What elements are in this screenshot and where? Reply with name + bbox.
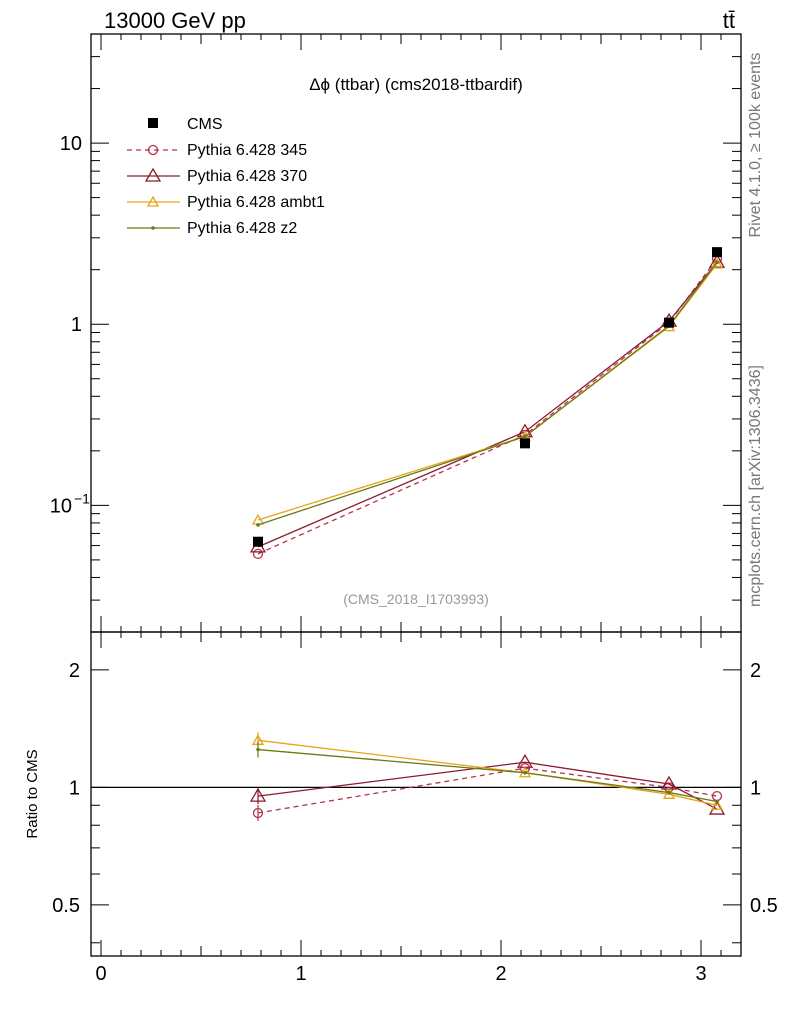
- marker-ratio: [662, 787, 676, 799]
- legend-entry-345: Pythia 6.428 345: [127, 142, 307, 159]
- y-tick-label-main: 1: [71, 314, 82, 336]
- marker-ratio: [708, 800, 726, 815]
- legend-entry-370: Pythia 6.428 370: [127, 167, 307, 185]
- legend-marker-cms: [148, 118, 158, 128]
- marker-ratio: [715, 799, 719, 804]
- cms-data-point: [712, 247, 722, 258]
- process-label: tt̄: [723, 8, 735, 33]
- legend-entry-ambt1: Pythia 6.428 ambt1: [127, 194, 325, 211]
- y-tick-label-ratio-right: 0.5: [750, 895, 778, 917]
- legend-entry-z2: Pythia 6.428 z2: [127, 220, 297, 237]
- ratio-ylabel: Ratio to CMS: [24, 749, 41, 838]
- x-tick-label: 3: [695, 963, 706, 985]
- marker-ratio: [256, 747, 260, 752]
- axis-ticks: [91, 33, 742, 956]
- x-tick-label: 2: [495, 963, 506, 985]
- energy-label: 13000 GeV pp: [104, 8, 246, 33]
- analysis-watermark: (CMS_2018_I1703993): [343, 591, 489, 607]
- mcplots-label: mcplots.cern.ch [arXiv:1306.3436]: [747, 365, 764, 607]
- series-line-main: [257, 258, 718, 555]
- marker-main: [710, 257, 724, 269]
- legend-label-z2: Pythia 6.428 z2: [187, 220, 297, 237]
- series-layer: [249, 253, 726, 821]
- cms-data-point: [664, 317, 674, 328]
- cms-data-point: [520, 438, 530, 449]
- rivet-label: Rivet 4.1.0, ≥ 100k events: [747, 53, 764, 238]
- marker-main: [715, 260, 719, 264]
- series-2: [251, 257, 724, 810]
- marker-ratio: [252, 807, 264, 819]
- series-line-main: [257, 261, 718, 526]
- y-tick-label-ratio: 1: [69, 777, 80, 799]
- legend-marker-z2: [151, 226, 155, 230]
- y-tick-label-exponent: −1: [74, 490, 90, 506]
- y-tick-label-main: 10: [50, 495, 72, 517]
- y-tick-label-ratio-right: 2: [750, 660, 761, 682]
- marker-main: [523, 434, 527, 439]
- marker-ratio: [667, 790, 671, 795]
- y-tick-label-ratio-right: 1: [750, 777, 761, 799]
- legend-label-cms: CMS: [187, 116, 223, 133]
- series-line-ratio: [257, 748, 718, 803]
- marker-ratio: [523, 770, 527, 775]
- y-tick-label-ratio: 2: [69, 660, 80, 682]
- data-points: [253, 247, 722, 547]
- legend-label-ambt1: Pythia 6.428 ambt1: [187, 194, 325, 211]
- marker-main: [252, 548, 264, 560]
- legend-label-345: Pythia 6.428 345: [187, 142, 307, 159]
- y-tick-label-ratio: 0.5: [52, 895, 80, 917]
- legend-marker-345: [147, 144, 159, 156]
- series-line-main: [257, 261, 718, 548]
- cms-data-point: [253, 536, 263, 547]
- chart-title: Δϕ (ttbar) (cms2018-ttbardif): [309, 75, 523, 94]
- marker-ratio: [249, 787, 267, 802]
- marker-ratio: [516, 753, 534, 768]
- marker-main: [708, 253, 726, 268]
- series-line-main: [257, 263, 718, 521]
- legend-marker-370: [144, 167, 162, 182]
- marker-main: [256, 523, 260, 527]
- legend: CMS Pythia 6.428 345 Pythia 6.428 370 Py…: [127, 116, 325, 237]
- marker-ratio: [710, 798, 724, 810]
- ratio-panel-frame: [90, 631, 742, 957]
- legend-marker-ambt1: [146, 195, 160, 207]
- series-3: [256, 260, 719, 804]
- series-line-ratio: [257, 739, 718, 806]
- x-tick-label: 0: [95, 963, 106, 985]
- series-line-ratio: [257, 767, 718, 814]
- y-tick-label-main: 10: [60, 133, 82, 155]
- x-tick-label: 1: [295, 963, 306, 985]
- legend-label-370: Pythia 6.428 370: [187, 168, 307, 185]
- legend-entry-cms: CMS: [148, 116, 223, 133]
